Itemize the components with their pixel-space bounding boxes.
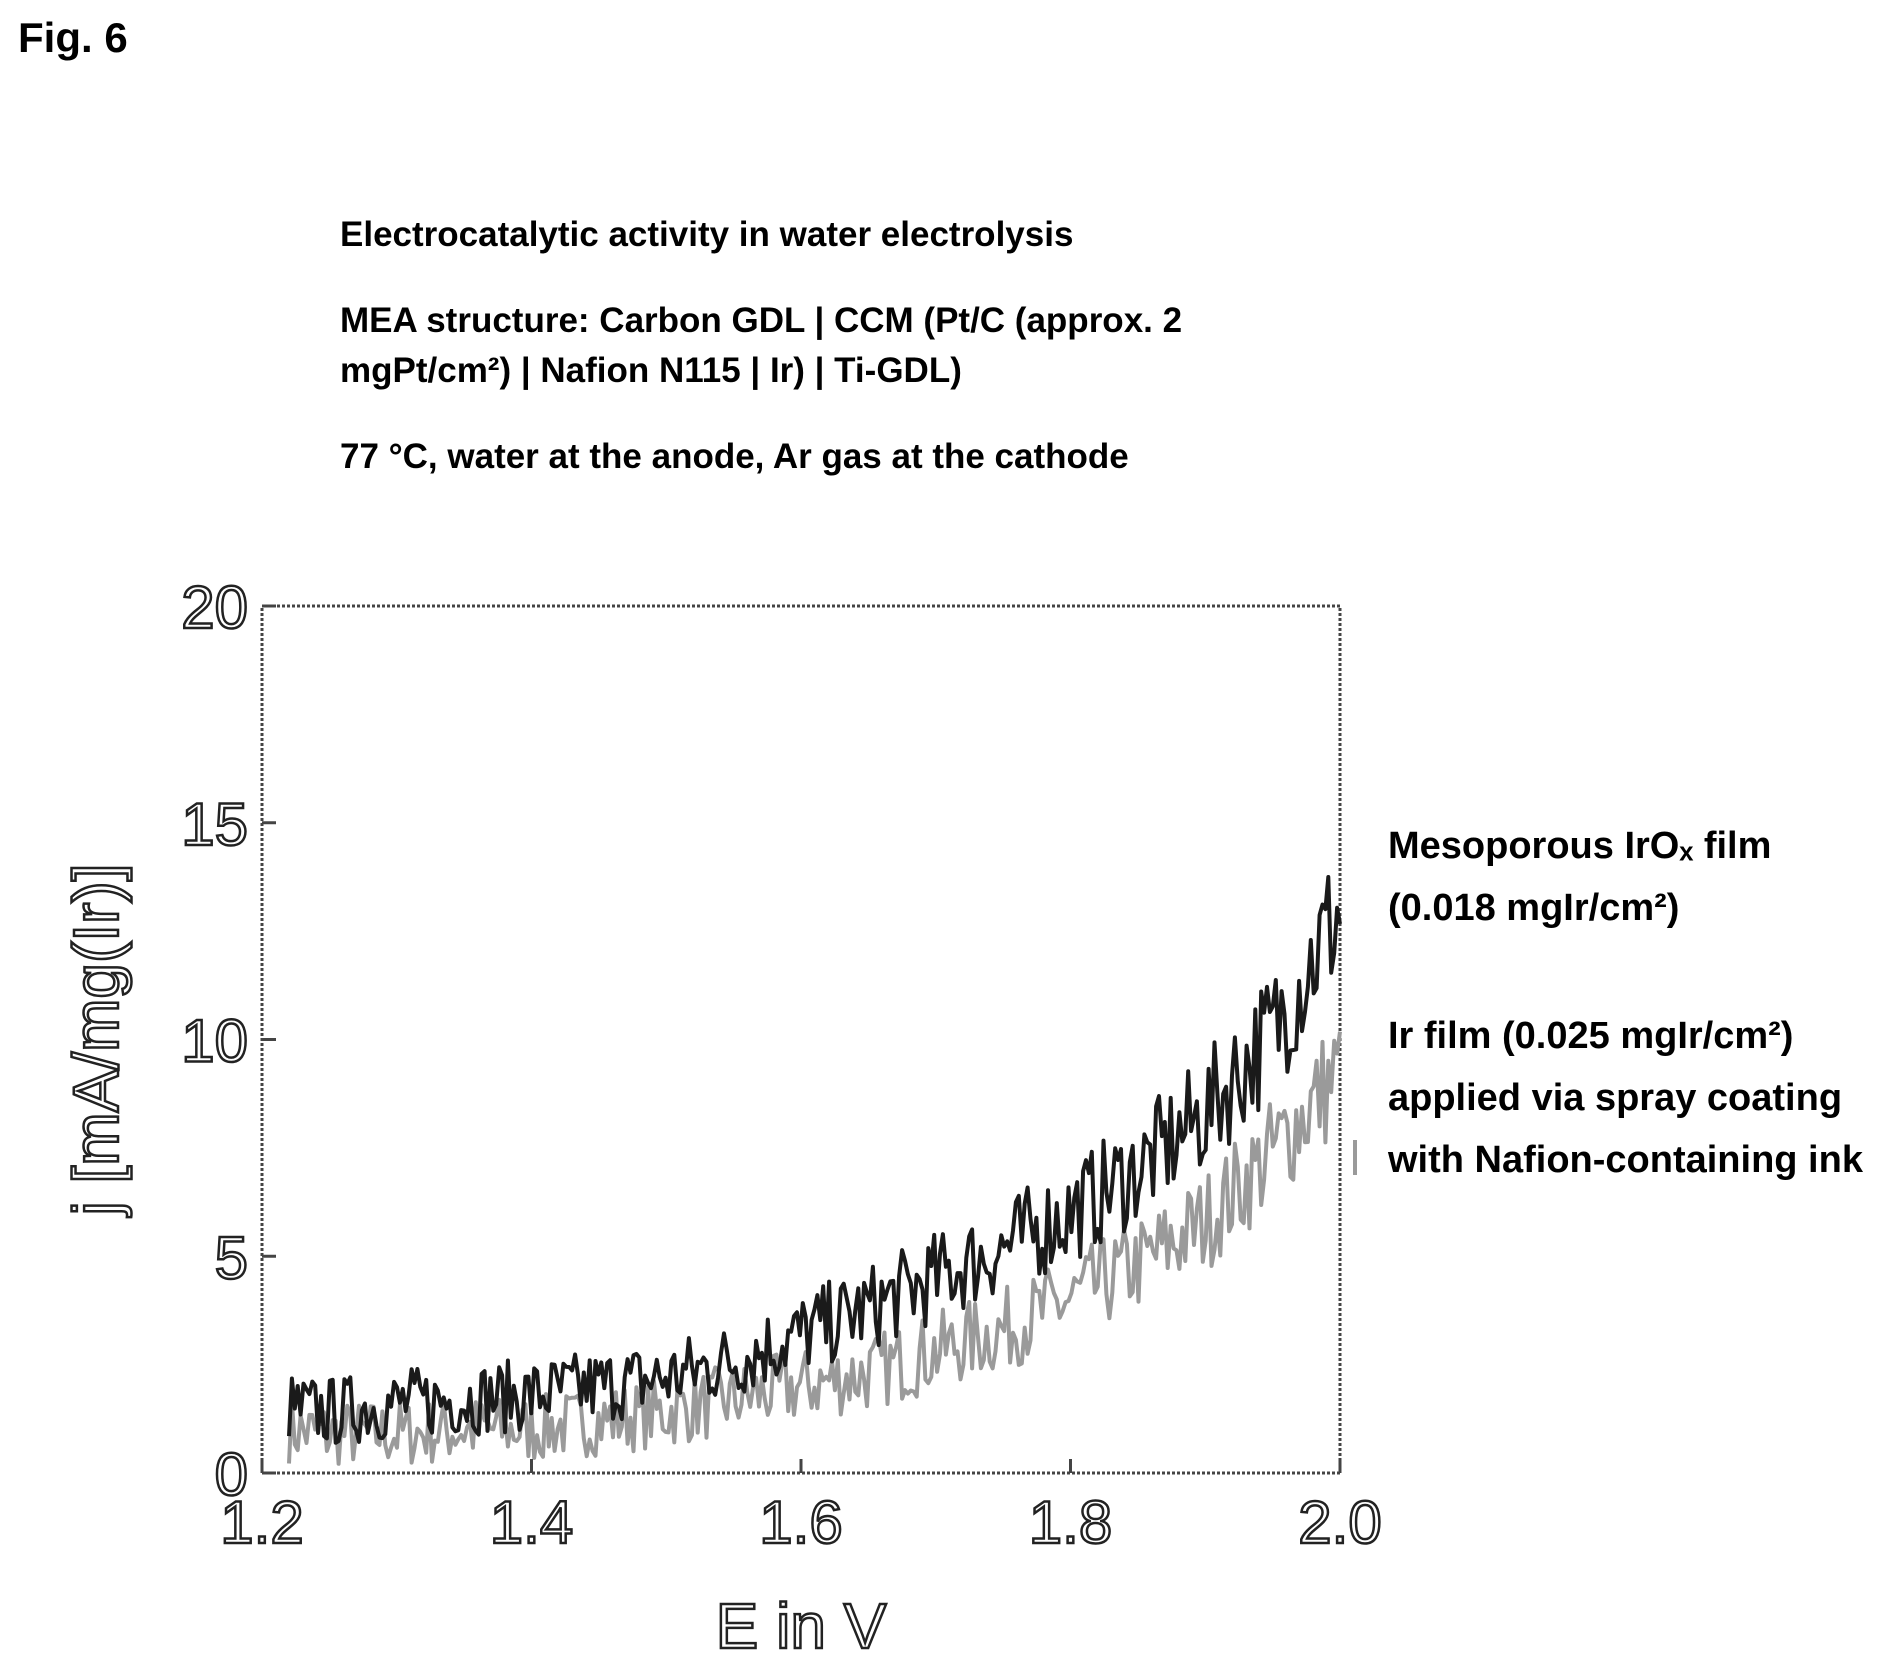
caption-mea-structure: MEA structure: Carbon GDL | CCM (Pt/C (a… [340,301,1183,390]
legend-series-1: Mesoporous IrOₓ film (0.018 mgIr/cm²) [1388,825,1772,929]
y-axis-title: j [mA/mg(Ir)] [60,864,132,1218]
x-tick-label: 1.4 [490,1489,573,1556]
series-2 [287,1031,1342,1466]
series-line-1 [287,875,1342,1445]
plot-frame [260,604,1342,1475]
figure-label: Fig. 6 [18,14,128,61]
legend-series-2: Ir film (0.025 mgIr/cm²) applied via spr… [1388,1015,1863,1181]
x-axis-title: E in V [716,1590,887,1662]
caption-title: Electrocatalytic activity in water elect… [340,215,1074,254]
y-tick-label: 20 [181,574,248,641]
caption-conditions: 77 °C, water at the anode, Ar gas at the… [340,437,1129,476]
series-line-2 [287,1031,1342,1466]
y-tick-label: 10 [181,1008,248,1075]
y-tick-label: 15 [181,791,248,858]
x-tick-label: 2.0 [1298,1489,1381,1556]
y-tick-label: 0 [215,1441,248,1508]
x-tick-label: 1.8 [1029,1489,1112,1556]
series-1 [287,875,1342,1445]
y-tick-label: 5 [215,1224,248,1291]
x-tick-label: 1.2 [220,1489,303,1556]
x-tick-label: 1.6 [759,1489,842,1556]
